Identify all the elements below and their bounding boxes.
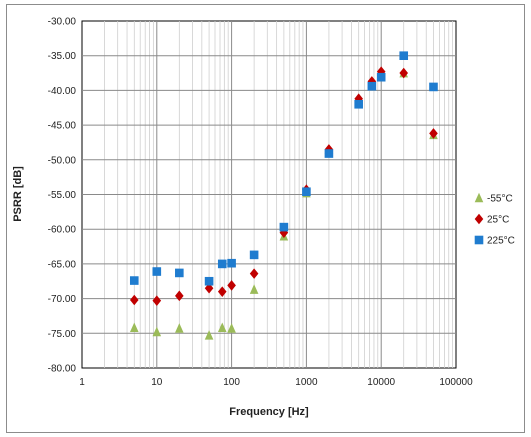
diamond-data-point [175, 290, 184, 302]
y-tick-label: -55.00 [48, 190, 77, 201]
y-tick-label: -45.00 [48, 121, 77, 132]
y-axis-title: PSRR [dB] [12, 166, 24, 222]
square-data-point [279, 222, 289, 232]
legend: -55°C 25°C 225°C [474, 192, 515, 247]
legend-marker-square [474, 235, 484, 245]
triangle-data-point [152, 326, 162, 337]
square-data-point [429, 82, 438, 92]
x-tick-label: 1000 [295, 377, 318, 388]
legend-label: 25°C [487, 215, 509, 226]
y-tick-label: -50.00 [48, 155, 77, 166]
diamond-data-point [279, 227, 289, 238]
triangle-data-point [217, 322, 227, 333]
y-tick-label: -65.00 [48, 259, 77, 270]
diamond-data-point [429, 128, 438, 139]
square-data-point [175, 268, 184, 278]
y-tick-label: -75.00 [48, 329, 77, 340]
legend-marker-triangle [474, 192, 484, 203]
series-square [129, 51, 438, 286]
chart-frame: -30.00 -35.00 -40.00 -45.00 -50.00 -55.00 -60.… [6, 4, 525, 433]
x-axis-title: Frequency [Hz] [229, 406, 309, 418]
square-data-point [204, 276, 214, 286]
y-tick-label: -80.00 [48, 364, 77, 375]
triangle-data-point [129, 322, 139, 333]
y-tick-label: -70.00 [48, 294, 77, 305]
psrr-chart: -30.00 -35.00 -40.00 -45.00 -50.00 -55.00 -60.… [12, 17, 515, 419]
data-points [129, 51, 438, 340]
square-data-point [399, 51, 409, 60]
triangle-data-point [249, 284, 259, 294]
square-data-point [217, 259, 227, 269]
square-data-point [367, 81, 377, 91]
diamond-data-point [227, 280, 236, 291]
square-data-point [302, 187, 311, 197]
y-tick-label: -35.00 [48, 51, 77, 62]
y-tick-label: -60.00 [48, 225, 77, 236]
square-data-point [354, 99, 363, 109]
y-tick-label: -30.00 [48, 17, 77, 28]
square-data-point [324, 149, 334, 158]
diamond-data-point [399, 67, 409, 79]
legend-label: 225°C [487, 236, 515, 247]
diamond-data-point [129, 294, 139, 306]
square-data-point [376, 72, 386, 82]
x-tick-label: 10000 [367, 377, 395, 388]
diamond-data-point [217, 286, 227, 297]
legend-label: -55°C [487, 194, 513, 205]
square-data-point [249, 250, 259, 260]
square-data-point [129, 276, 139, 285]
x-tick-label: 100000 [439, 377, 473, 388]
diamond-data-point [152, 295, 162, 306]
x-tick-label: 10 [151, 377, 163, 388]
legend-marker-diamond [474, 213, 484, 225]
square-data-point [227, 258, 236, 268]
x-tick-label: 1 [79, 377, 85, 388]
square-data-point [152, 267, 162, 276]
triangle-data-point [204, 330, 214, 340]
triangle-data-point [175, 323, 184, 333]
diamond-data-point [249, 268, 259, 279]
tick-labels: -30.00 -35.00 -40.00 -45.00 -50.00 -55.00 -60.… [48, 17, 473, 389]
triangle-data-point [227, 323, 236, 333]
y-tick-label: -40.00 [48, 86, 77, 97]
x-tick-label: 100 [223, 377, 240, 388]
